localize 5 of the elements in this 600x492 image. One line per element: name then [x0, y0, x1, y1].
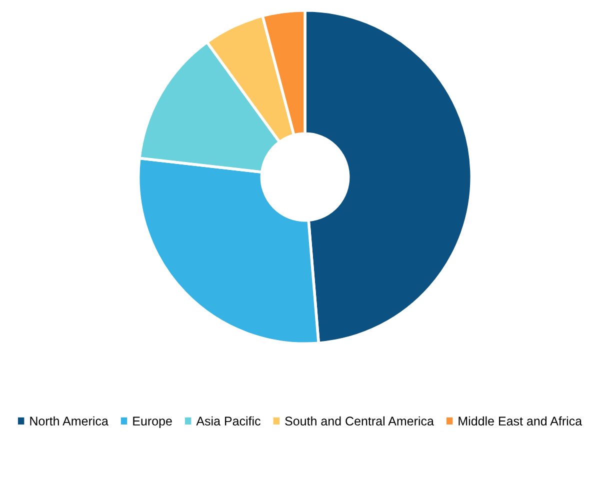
legend-label: North America: [30, 416, 108, 426]
legend-label: South and Central America: [285, 416, 434, 426]
legend-label: Middle East and Africa: [458, 416, 582, 426]
legend-label: Asia Pacific: [196, 416, 260, 426]
legend-label: Europe: [133, 416, 172, 428]
